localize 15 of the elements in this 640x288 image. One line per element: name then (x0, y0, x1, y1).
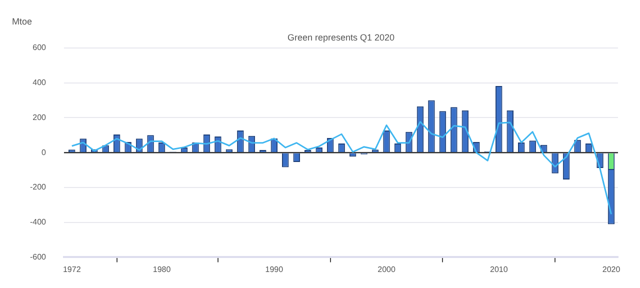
chart-title: Green represents Q1 2020 (287, 32, 395, 42)
y-tick-label: 0 (42, 148, 47, 157)
x-tick-label: 2010 (490, 265, 508, 274)
y-tick-label: -600 (30, 252, 47, 262)
y-tick-label: 600 (32, 43, 47, 52)
y-tick-label: -200 (30, 182, 47, 192)
x-tick-label: 1990 (265, 265, 284, 274)
y-tick-label: -400 (30, 218, 47, 227)
x-tick-label: 1980 (152, 265, 172, 274)
x-tick-label: 2000 (378, 265, 396, 274)
y-tick-label: 400 (32, 78, 47, 88)
x-tick-label: 1972 (62, 265, 82, 274)
x-tick-label: 2020 (602, 265, 621, 274)
y-axis-title: Mtoe (12, 16, 32, 26)
y-tick-label: 200 (32, 112, 47, 122)
